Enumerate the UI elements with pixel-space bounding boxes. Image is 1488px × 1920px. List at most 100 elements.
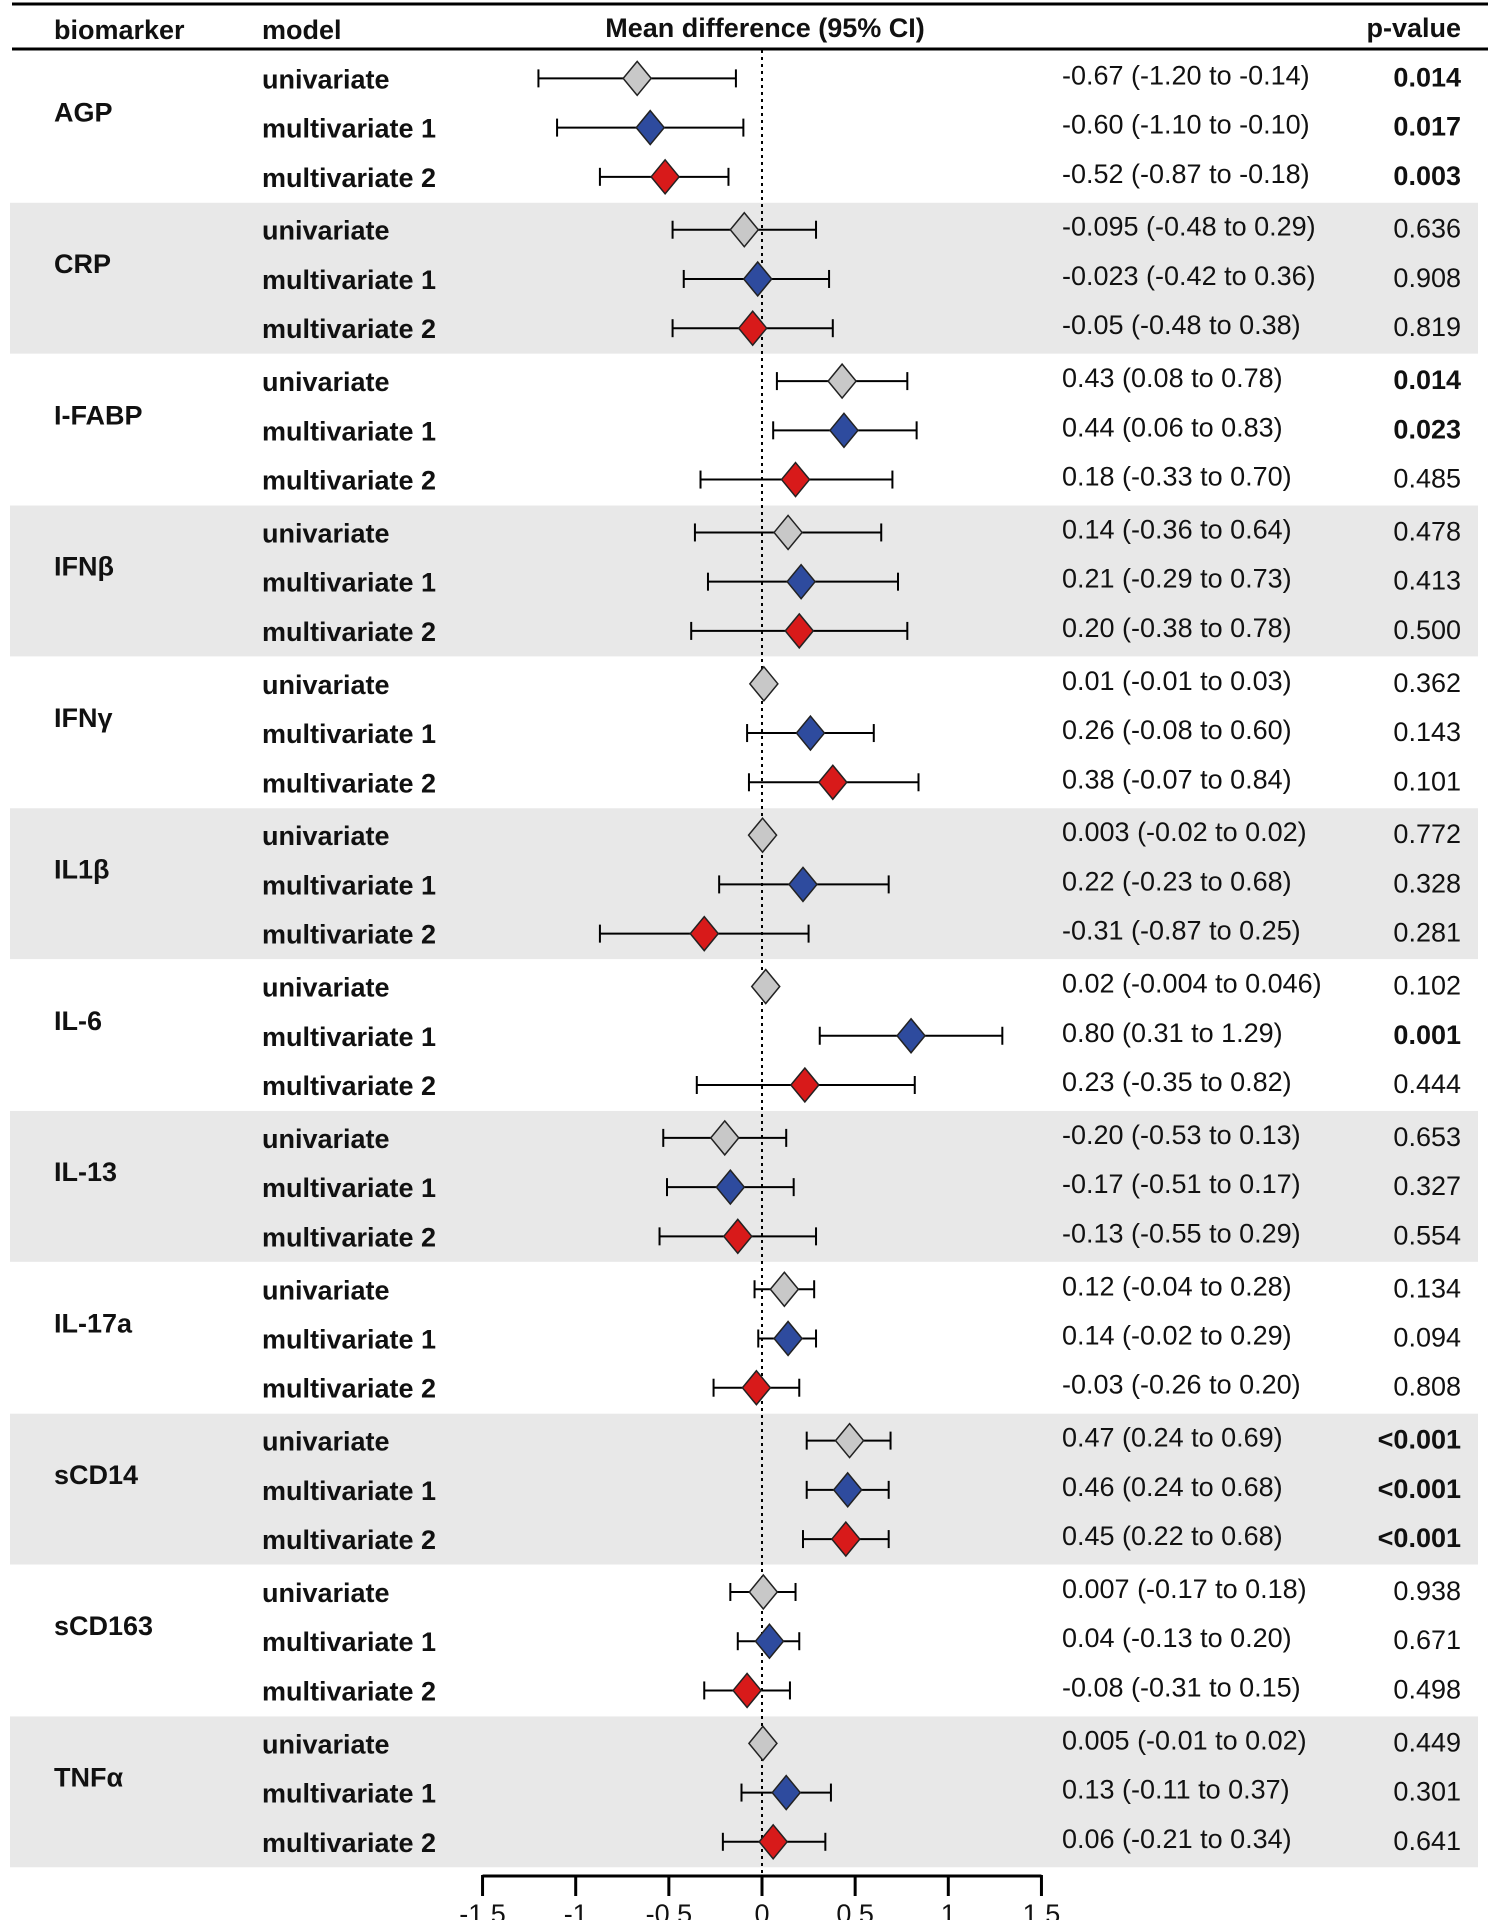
- point-estimate-diamond: [832, 1471, 863, 1509]
- header-biomarker: biomarker: [54, 15, 185, 45]
- point-estimate-diamond: [788, 866, 818, 903]
- model-label: univariate: [262, 821, 390, 851]
- model-label: multivariate 2: [262, 617, 436, 647]
- point-estimate-diamond: [748, 665, 779, 702]
- model-label: univariate: [262, 367, 390, 397]
- p-value-label: 0.328: [1393, 868, 1461, 898]
- estimate-ci-label: 0.43 (0.08 to 0.78): [1062, 363, 1283, 393]
- p-value-label: 0.819: [1393, 312, 1461, 342]
- p-value-label: 0.772: [1393, 819, 1461, 849]
- p-value-label: 0.143: [1393, 717, 1461, 747]
- estimate-ci-label: -0.08 (-0.31 to 0.15): [1062, 1672, 1301, 1702]
- p-value-label: 0.094: [1393, 1322, 1461, 1352]
- estimate-ci-label: -0.31 (-0.87 to 0.25): [1062, 916, 1301, 946]
- biomarker-label: sCD163: [54, 1611, 153, 1641]
- estimate-ci-label: 0.18 (-0.33 to 0.70): [1062, 462, 1292, 492]
- p-value-label: 0.001: [1393, 1020, 1461, 1050]
- point-estimate-diamond: [780, 461, 811, 498]
- x-tick-label: 0: [754, 1899, 769, 1920]
- estimate-ci-label: 0.38 (-0.07 to 0.84): [1062, 764, 1292, 794]
- biomarker-label: IFNγ: [54, 703, 113, 733]
- point-estimate-diamond: [834, 1422, 865, 1459]
- model-label: univariate: [262, 1427, 390, 1457]
- point-estimate-diamond: [715, 1168, 746, 1206]
- p-value-label: 0.014: [1393, 62, 1461, 92]
- point-estimate-diamond: [827, 362, 858, 400]
- biomarker-label: AGP: [54, 98, 113, 128]
- p-value-label: 0.485: [1393, 464, 1461, 494]
- model-label: univariate: [262, 64, 390, 94]
- model-label: multivariate 1: [262, 1324, 436, 1354]
- biomarker-label: IL-17a: [54, 1308, 133, 1338]
- point-estimate-diamond: [830, 1520, 861, 1558]
- model-label: multivariate 1: [262, 1779, 436, 1809]
- estimate-ci-label: 0.26 (-0.08 to 0.60): [1062, 715, 1292, 745]
- model-label: multivariate 1: [262, 1022, 436, 1052]
- p-value-label: 0.014: [1393, 365, 1461, 395]
- point-estimate-diamond: [747, 1725, 778, 1762]
- model-label: univariate: [262, 1275, 390, 1305]
- estimate-ci-label: -0.60 (-1.10 to -0.10): [1062, 110, 1310, 140]
- x-tick-label: -1.5: [459, 1899, 506, 1920]
- model-label: multivariate 2: [262, 314, 436, 344]
- point-estimate-diamond: [748, 1573, 779, 1611]
- p-value-label: 0.653: [1393, 1122, 1461, 1152]
- model-label: multivariate 1: [262, 1627, 436, 1657]
- point-estimate-diamond: [896, 1017, 927, 1054]
- estimate-ci-label: -0.03 (-0.26 to 0.20): [1062, 1370, 1301, 1400]
- model-label: multivariate 2: [262, 1374, 436, 1404]
- model-label: multivariate 1: [262, 870, 436, 900]
- p-value-label: 0.671: [1393, 1625, 1461, 1655]
- model-label: multivariate 2: [262, 768, 436, 798]
- point-estimate-diamond: [722, 1218, 753, 1255]
- model-label: multivariate 2: [262, 1071, 436, 1101]
- p-value-label: 0.003: [1393, 161, 1461, 191]
- biomarker-label: IL-6: [54, 1006, 102, 1036]
- p-value-label: <0.001: [1378, 1474, 1461, 1504]
- model-label: univariate: [262, 1578, 390, 1608]
- p-value-label: 0.636: [1393, 214, 1461, 244]
- estimate-ci-label: 0.12 (-0.04 to 0.28): [1062, 1271, 1292, 1301]
- p-value-label: 0.413: [1393, 566, 1461, 596]
- p-value-label: 0.102: [1393, 971, 1461, 1001]
- x-tick-label: 1: [941, 1899, 956, 1920]
- model-label: multivariate 2: [262, 1222, 436, 1252]
- estimate-ci-label: 0.13 (-0.11 to 0.37): [1062, 1775, 1290, 1805]
- estimate-ci-label: -0.13 (-0.55 to 0.29): [1062, 1218, 1301, 1248]
- estimate-ci-label: -0.05 (-0.48 to 0.38): [1062, 310, 1301, 340]
- x-tick-label: -1: [564, 1899, 588, 1920]
- model-label: multivariate 2: [262, 920, 436, 950]
- estimate-ci-label: 0.47 (0.24 to 0.69): [1062, 1423, 1283, 1453]
- model-label: univariate: [262, 1124, 390, 1154]
- biomarker-label: TNFα: [54, 1763, 123, 1793]
- biomarker-label: IL-13: [54, 1157, 117, 1187]
- p-value-label: 0.017: [1393, 112, 1461, 142]
- p-value-label: 0.478: [1393, 516, 1461, 546]
- p-value-label: 0.101: [1393, 766, 1461, 796]
- p-value-label: 0.500: [1393, 615, 1461, 645]
- model-label: univariate: [262, 670, 390, 700]
- x-tick-label: 0.5: [836, 1899, 874, 1920]
- header-p-value: p-value: [1366, 13, 1461, 43]
- x-tick-label: 1.5: [1023, 1899, 1061, 1920]
- p-value-label: 0.808: [1393, 1372, 1461, 1402]
- estimate-ci-label: 0.003 (-0.02 to 0.02): [1062, 817, 1307, 847]
- p-value-label: <0.001: [1378, 1523, 1461, 1553]
- biomarker-label: sCD14: [54, 1460, 138, 1490]
- model-label: multivariate 1: [262, 1476, 436, 1506]
- point-estimate-diamond: [650, 158, 681, 196]
- x-tick-label: -0.5: [646, 1899, 693, 1920]
- model-label: multivariate 2: [262, 163, 436, 193]
- point-estimate-diamond: [741, 1369, 772, 1406]
- estimate-ci-label: 0.14 (-0.36 to 0.64): [1062, 514, 1292, 544]
- estimate-ci-label: -0.20 (-0.53 to 0.13): [1062, 1120, 1301, 1150]
- model-label: multivariate 1: [262, 114, 436, 144]
- biomarker-label: I-FABP: [54, 400, 143, 430]
- biomarker-label: IL1β: [54, 854, 110, 884]
- point-estimate-diamond: [784, 612, 815, 650]
- estimate-ci-label: 0.01 (-0.01 to 0.03): [1062, 666, 1292, 696]
- estimate-ci-label: -0.023 (-0.42 to 0.36): [1062, 261, 1316, 291]
- point-estimate-diamond: [689, 915, 720, 952]
- point-estimate-diamond: [750, 968, 781, 1005]
